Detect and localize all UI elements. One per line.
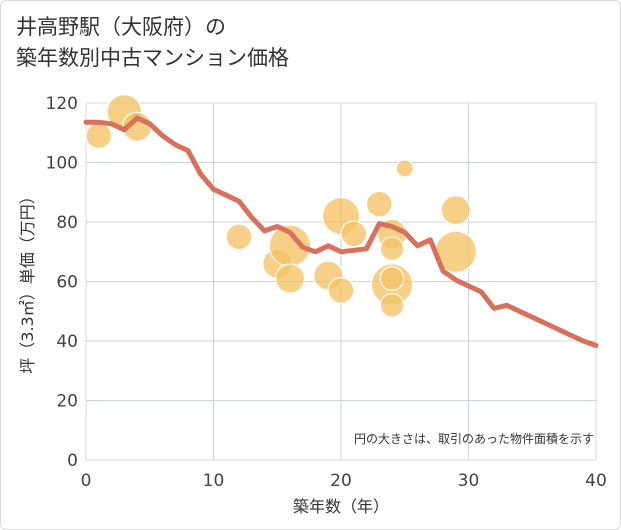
- data-bubble: [85, 122, 113, 150]
- chart-title-line-2: 築年数別中古マンション価格: [16, 46, 289, 70]
- data-bubble: [395, 159, 414, 178]
- y-tick-label: 100: [46, 154, 78, 174]
- y-tick-label: 20: [56, 392, 78, 412]
- y-tick-label: 80: [56, 213, 78, 233]
- y-tick-label: 60: [56, 273, 78, 293]
- data-bubble: [379, 266, 405, 291]
- x-axis-label: 築年数（年）: [293, 497, 389, 516]
- x-tick-label: 20: [330, 471, 352, 491]
- data-bubble: [274, 263, 306, 294]
- x-tick-label: 10: [203, 471, 225, 491]
- y-axis-label: 坪（3.3㎡）単価（万円）: [18, 188, 37, 373]
- data-bubble: [225, 223, 253, 251]
- data-bubble: [440, 195, 471, 226]
- average-price-line: [83, 115, 599, 348]
- data-bubble: [327, 277, 355, 304]
- chart-title-line-1: 井高野駅（大阪府）の: [16, 15, 226, 39]
- x-axis-ticks: 0 10 20 30 40: [81, 471, 607, 491]
- x-tick-label: 40: [585, 471, 607, 491]
- data-bubble: [379, 236, 405, 262]
- data-bubble: [340, 220, 368, 248]
- y-tick-label: 0: [67, 451, 78, 471]
- trend-line-layer: [83, 115, 599, 348]
- bubble-layer: [85, 94, 477, 318]
- y-axis-ticks: 0 20 40 60 80 100 120: [46, 94, 78, 471]
- y-tick-label: 40: [56, 332, 78, 352]
- x-tick-label: 0: [81, 471, 92, 491]
- note-text: 円の大きさは、取引のあった物件面積を示す: [354, 431, 594, 446]
- data-bubble: [365, 190, 393, 218]
- y-tick-label: 120: [46, 94, 78, 114]
- data-bubble: [379, 292, 405, 318]
- x-tick-label: 30: [458, 471, 480, 491]
- chart-title: 井高野駅（大阪府）の 築年数別中古マンション価格: [16, 12, 289, 74]
